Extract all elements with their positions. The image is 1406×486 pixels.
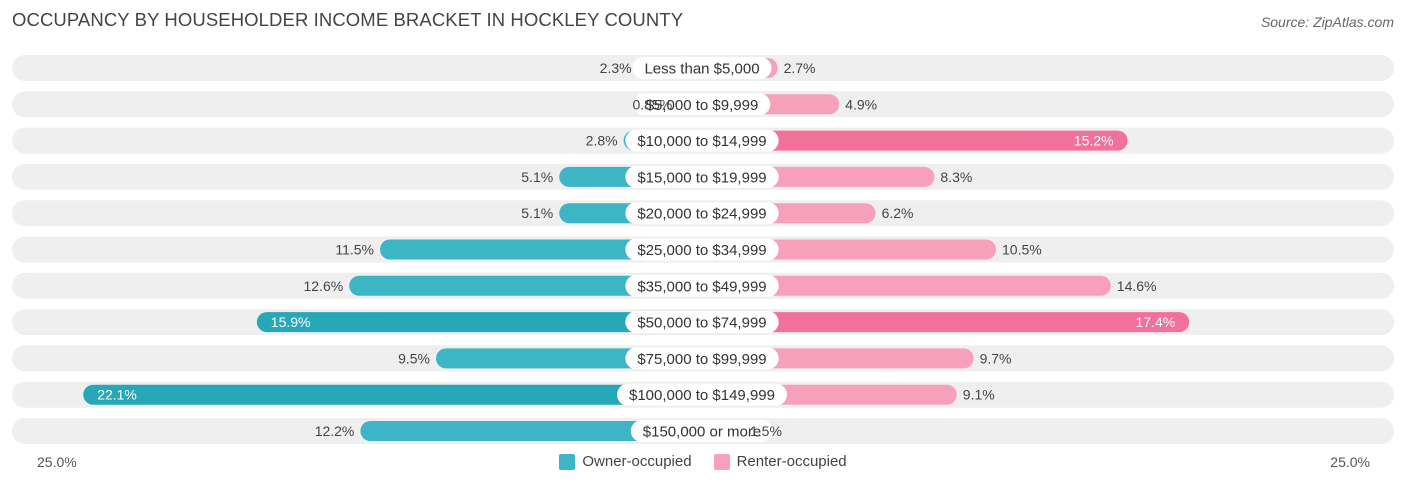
renter-value-label: 17.4% (1135, 314, 1175, 330)
category-pill (625, 165, 779, 188)
chart-row: $35,000 to $49,999 12.6% 14.6% (12, 272, 1394, 299)
owner-bar (256, 312, 702, 333)
category-pill (632, 57, 772, 79)
category-pill (625, 129, 779, 152)
category-label: $150,000 or more (643, 424, 761, 441)
owner-value-label: 2.8% (586, 133, 618, 149)
category-label: $25,000 to $34,999 (637, 242, 766, 259)
owner-bar (83, 384, 702, 405)
renter-value-label: 2.7% (784, 60, 816, 76)
chart-title: OCCUPANCY BY HOUSEHOLDER INCOME BRACKET … (12, 9, 684, 30)
category-label: Less than $5,000 (644, 61, 759, 78)
renter-bar (702, 130, 1128, 151)
category-label: $20,000 to $24,999 (637, 206, 766, 223)
owner-value-label: 15.9% (271, 314, 311, 330)
category-pill (625, 347, 779, 370)
owner-bar (360, 421, 702, 441)
chart-row: $100,000 to $149,999 22.1% 9.1% (12, 381, 1394, 408)
legend: Owner-occupied Renter-occupied (0, 453, 1406, 470)
category-pill (630, 420, 774, 442)
axis-right-label: 25.0% (1330, 454, 1370, 470)
owner-value-label: 5.1% (521, 205, 553, 221)
owner-bar (380, 239, 702, 260)
renter-bar (702, 275, 1111, 296)
chart-row: $20,000 to $24,999 5.1% 6.2% (12, 200, 1394, 227)
renter-value-label: 8.3% (940, 169, 972, 185)
chart-row: $15,000 to $19,999 5.1% 8.3% (12, 163, 1394, 190)
category-pill (625, 274, 779, 297)
category-pill (633, 93, 771, 116)
chart-row: $50,000 to $74,999 15.9% 17.4% (12, 309, 1394, 336)
renter-value-label: 4.9% (845, 96, 877, 112)
chart-row: $150,000 or more 12.2% 1.5% (12, 418, 1394, 444)
renter-value-label: 14.6% (1117, 278, 1157, 294)
category-pill (617, 383, 787, 406)
category-label: $75,000 to $99,999 (637, 351, 766, 368)
owner-value-label: 11.5% (335, 242, 374, 258)
legend-label-owner: Owner-occupied (582, 453, 692, 470)
renter-bar (702, 312, 1190, 333)
renter-value-label: 1.5% (750, 423, 782, 439)
legend-item-owner: Owner-occupied (559, 453, 692, 470)
legend-swatch-owner (559, 453, 576, 470)
legend-label-renter: Renter-occupied (736, 453, 847, 470)
category-pill (625, 311, 779, 334)
owner-value-label: 5.1% (521, 169, 553, 185)
category-label: $5,000 to $9,999 (646, 97, 759, 114)
category-label: $100,000 to $149,999 (629, 387, 775, 404)
owner-value-label: 2.3% (600, 60, 632, 76)
legend-swatch-renter (713, 453, 730, 470)
owner-value-label: 9.5% (398, 350, 430, 366)
category-label: $10,000 to $14,999 (637, 133, 766, 150)
renter-value-label: 6.2% (882, 205, 914, 221)
chart-row: Less than $5,000 2.3% 2.7% (12, 55, 1394, 81)
chart-row: $25,000 to $34,999 11.5% 10.5% (12, 236, 1394, 263)
owner-value-label: 0.85% (632, 96, 672, 112)
renter-value-label: 9.7% (980, 350, 1012, 366)
source-label: Source: ZipAtlas.com (1260, 14, 1394, 30)
owner-bar (349, 275, 702, 296)
owner-value-label: 22.1% (97, 387, 137, 403)
category-pill (625, 202, 779, 225)
category-pill (625, 238, 779, 261)
chart-row: $10,000 to $14,999 2.8% 15.2% (12, 127, 1394, 154)
category-label: $15,000 to $19,999 (637, 169, 766, 186)
category-label: $35,000 to $49,999 (637, 278, 766, 295)
renter-value-label: 15.2% (1074, 133, 1114, 149)
renter-value-label: 9.1% (963, 387, 995, 403)
axis-left-label: 25.0% (37, 454, 77, 470)
category-label: $50,000 to $74,999 (637, 315, 766, 332)
owner-value-label: 12.2% (315, 423, 355, 439)
chart-row: $75,000 to $99,999 9.5% 9.7% (12, 345, 1394, 372)
owner-value-label: 12.6% (303, 278, 343, 294)
legend-item-renter: Renter-occupied (713, 453, 847, 470)
renter-value-label: 10.5% (1002, 242, 1042, 258)
